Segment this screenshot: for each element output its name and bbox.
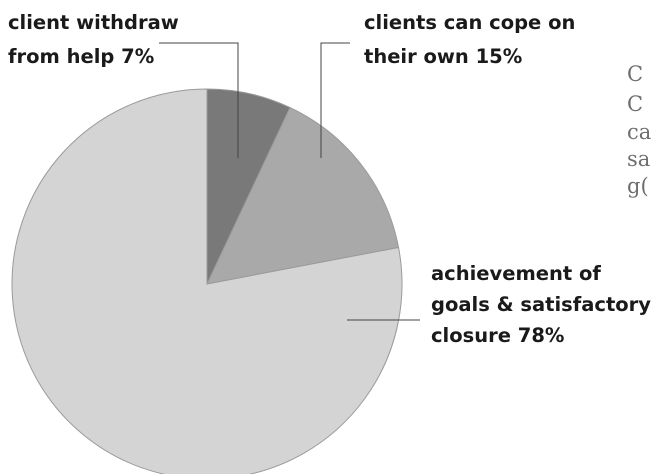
slice-label-cope: clients can cope on their own 15% (364, 11, 582, 68)
pie-slices (11, 88, 403, 474)
leader-line-cope (320, 42, 350, 158)
pie-slice-achievement (11, 88, 403, 474)
leader-line-withdraw (159, 42, 239, 158)
slice-label-withdraw: client withdraw from help 7% (8, 11, 186, 68)
slice-label-achievement: achievement of goals & satisfactory clos… (431, 262, 658, 347)
pie-slice-cope (206, 106, 400, 285)
side-text-fragment: C C ca sa g( (627, 62, 658, 198)
leader-lines (159, 42, 420, 321)
